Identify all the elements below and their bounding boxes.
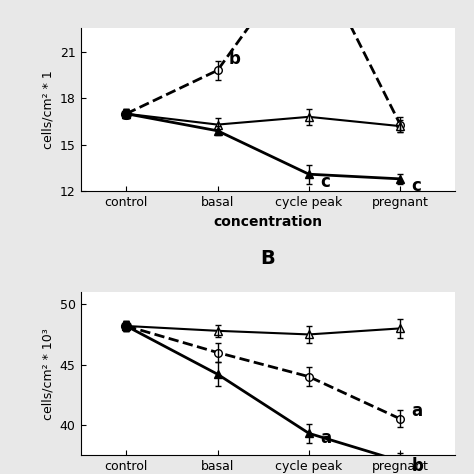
Text: c: c	[320, 173, 330, 191]
Y-axis label: cells/cm² * 1: cells/cm² * 1	[41, 71, 55, 149]
X-axis label: concentration: concentration	[213, 215, 322, 228]
Text: c: c	[411, 177, 421, 195]
Text: b: b	[228, 50, 240, 68]
Text: B: B	[260, 249, 275, 268]
Y-axis label: cells/cm² * 10³: cells/cm² * 10³	[41, 328, 54, 419]
Text: a: a	[411, 402, 422, 420]
Text: a: a	[320, 429, 331, 447]
Text: b: b	[411, 457, 423, 474]
